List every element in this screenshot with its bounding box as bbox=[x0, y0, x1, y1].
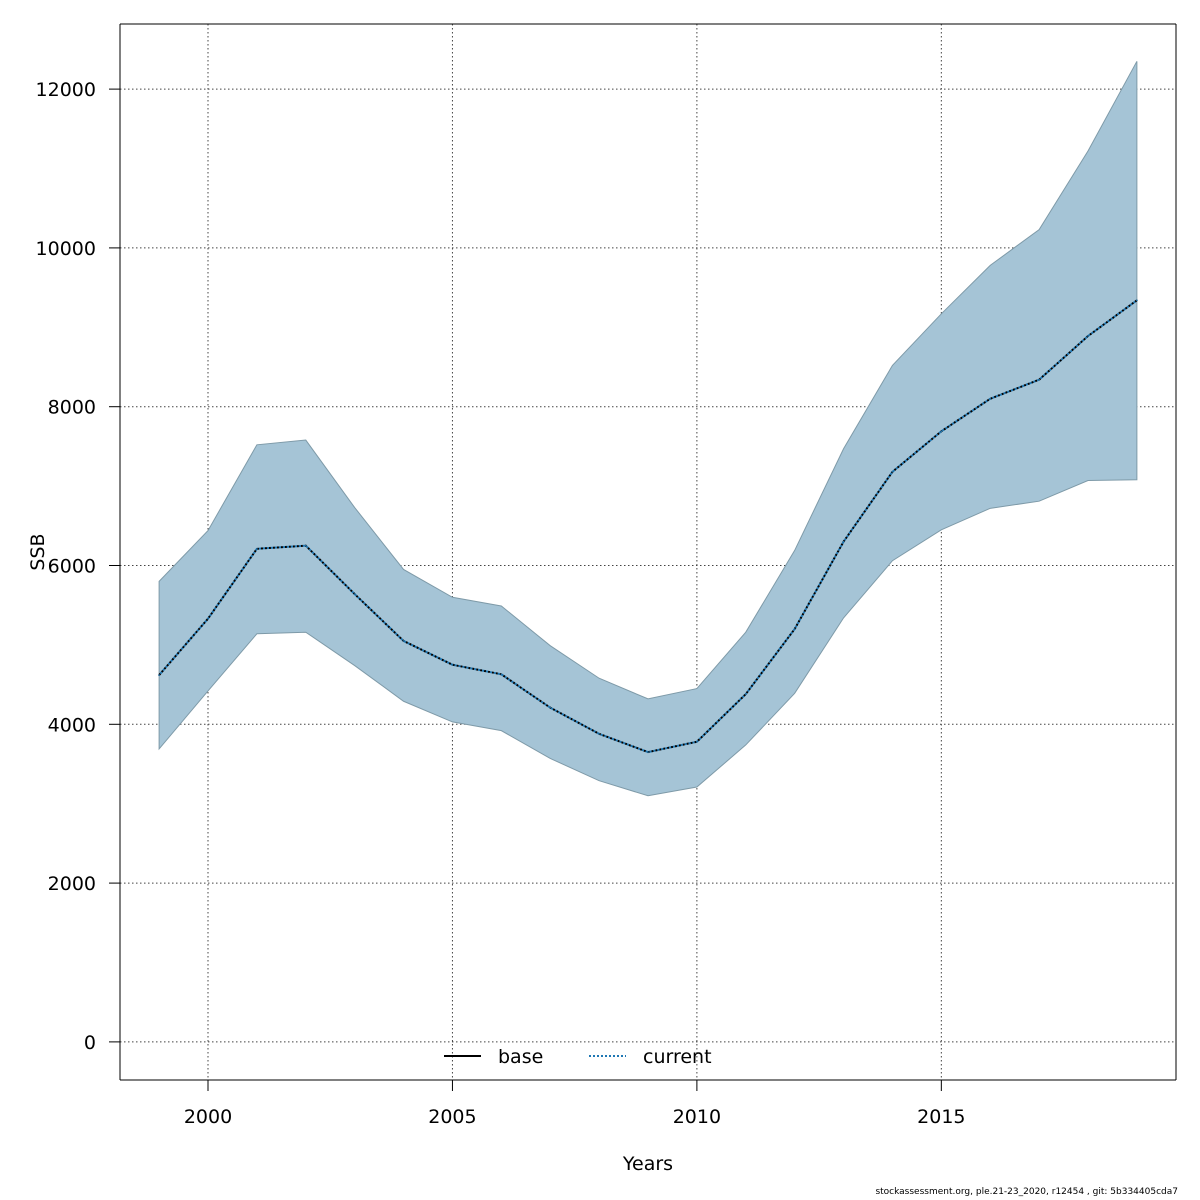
data-point-current bbox=[793, 628, 796, 630]
grid-lines bbox=[120, 24, 1176, 1080]
data-point-current bbox=[1136, 299, 1138, 302]
x-tick-label: 2015 bbox=[917, 1106, 965, 1128]
y-tick-label: 6000 bbox=[48, 555, 96, 577]
confidence-band-area bbox=[158, 61, 1138, 797]
y-tick-label: 4000 bbox=[48, 714, 96, 736]
y-tick-label: 10000 bbox=[36, 238, 96, 260]
data-point-current bbox=[696, 740, 698, 743]
y-tick-label: 12000 bbox=[36, 79, 96, 101]
data-point-current bbox=[304, 544, 307, 547]
data-point-current bbox=[256, 548, 258, 550]
series-line-current bbox=[158, 299, 1138, 754]
x-tick-label: 2010 bbox=[673, 1106, 721, 1128]
data-point-current bbox=[891, 471, 894, 473]
data-point-current bbox=[353, 593, 356, 595]
axes: 0 2000 4000 6000 8000 10000 12000 2000 2005 2010 2… bbox=[36, 23, 1177, 1128]
y-tick-label: 8000 bbox=[48, 397, 96, 419]
data-point-current bbox=[647, 751, 649, 753]
x-tick-label: 2005 bbox=[428, 1106, 476, 1128]
legend-label-current: current bbox=[643, 1046, 712, 1068]
y-axis-title: SSB bbox=[27, 533, 49, 570]
data-point-current bbox=[744, 693, 747, 695]
x-tick-label: 2000 bbox=[184, 1106, 232, 1128]
y-tick-label: 2000 bbox=[48, 873, 96, 895]
series-points bbox=[158, 299, 1138, 753]
data-point-current bbox=[598, 733, 600, 735]
footer-credit: stockassessment.org, ple.21-23_2020, r12… bbox=[875, 1187, 1178, 1197]
legend: base current bbox=[444, 1046, 712, 1068]
data-point-current bbox=[1038, 378, 1040, 381]
x-axis-title: Years bbox=[622, 1153, 673, 1175]
data-point-current bbox=[451, 663, 454, 666]
confidence-band bbox=[158, 61, 1138, 797]
y-tick-label: 0 bbox=[84, 1032, 96, 1054]
data-point-current bbox=[500, 673, 503, 676]
data-point-current bbox=[1087, 335, 1089, 337]
data-point-current bbox=[842, 540, 845, 543]
data-point-current bbox=[549, 706, 552, 709]
data-point-current bbox=[940, 430, 943, 433]
data-point-current bbox=[207, 617, 209, 620]
data-point-current bbox=[158, 674, 160, 676]
legend-label-base: base bbox=[498, 1046, 543, 1068]
data-point-current bbox=[989, 397, 992, 400]
data-point-current bbox=[402, 640, 405, 642]
